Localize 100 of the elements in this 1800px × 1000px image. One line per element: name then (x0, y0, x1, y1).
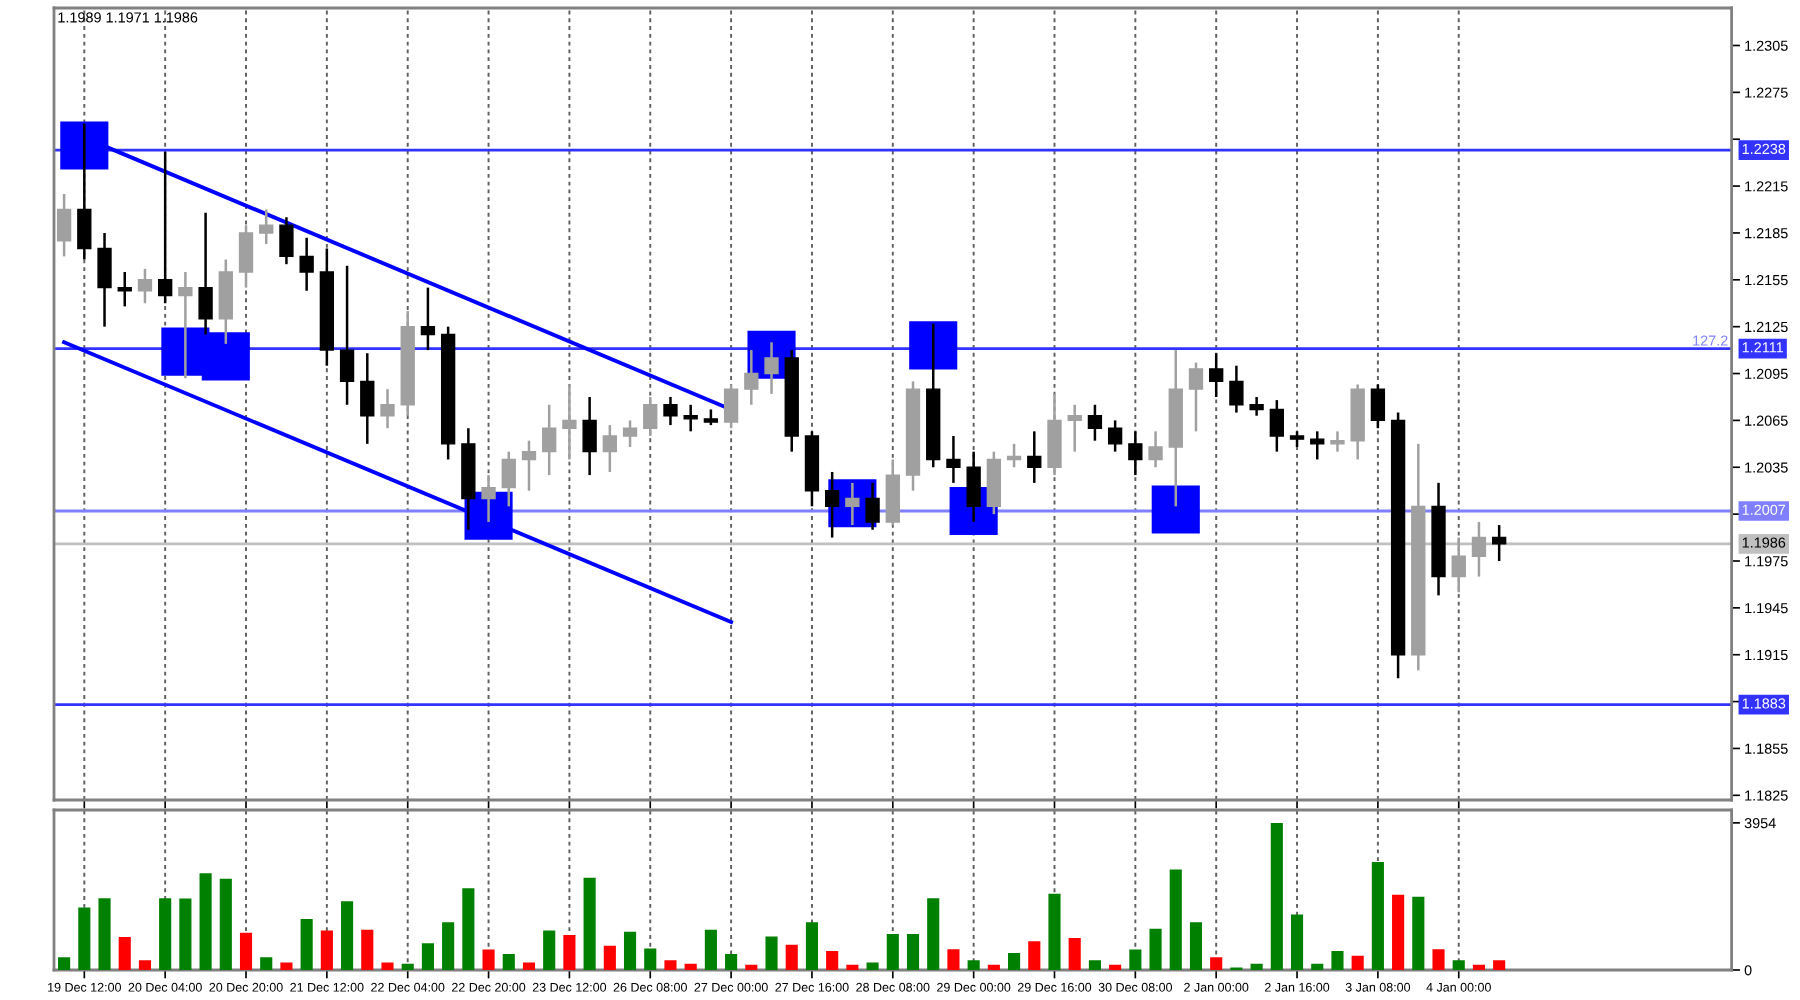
candlestick (279, 216, 294, 266)
candlestick (1188, 361, 1204, 433)
candlestick (1491, 523, 1507, 563)
candlestick (663, 395, 678, 427)
candlestick (97, 231, 112, 328)
bar (1250, 963, 1263, 970)
candlestick (1128, 430, 1143, 477)
bar (341, 901, 354, 970)
candlestick (1310, 430, 1325, 461)
bar (239, 932, 253, 970)
candlestick (501, 450, 516, 508)
bar (138, 960, 152, 970)
candlestick (420, 286, 436, 352)
bar (563, 935, 576, 970)
bar (886, 933, 899, 970)
candlestick (602, 423, 617, 474)
bar (906, 933, 920, 970)
bar (280, 962, 293, 970)
bar (1008, 952, 1021, 970)
bar (603, 945, 616, 970)
bar (927, 898, 940, 970)
bar (1149, 928, 1162, 970)
point (201, 332, 250, 381)
candlestick (137, 267, 153, 305)
candlestick (845, 481, 860, 527)
candlestick (825, 470, 840, 539)
bar (664, 960, 677, 970)
candlestick (259, 208, 274, 246)
candlestick (1249, 395, 1264, 417)
candlestick (764, 341, 779, 396)
candlestick (56, 192, 72, 258)
candlestick (218, 258, 233, 346)
candlestick (643, 395, 658, 438)
candlestick (986, 450, 1002, 516)
bar (1068, 938, 1081, 970)
candlestick (1087, 403, 1103, 442)
bar (623, 931, 637, 970)
candlestick (562, 383, 577, 461)
bar (522, 962, 536, 970)
candlestick (966, 450, 981, 524)
bar (1028, 941, 1041, 970)
bar (1048, 893, 1061, 970)
candlestick (1107, 419, 1123, 453)
candlestick (1209, 351, 1224, 399)
candlestick (77, 122, 92, 261)
bar (199, 873, 212, 970)
bar (482, 949, 495, 970)
candlestick (744, 348, 759, 407)
bar (583, 877, 596, 970)
candlestick (1269, 398, 1284, 453)
candlestick (238, 223, 254, 289)
bar (260, 957, 273, 970)
bar (644, 948, 657, 970)
bar (98, 898, 111, 970)
candlestick (865, 481, 880, 531)
bar (866, 962, 879, 970)
candlestick (723, 383, 739, 430)
bar (1392, 894, 1405, 970)
bar (401, 963, 414, 970)
bar (361, 929, 374, 970)
candlestick (521, 439, 537, 492)
bar (219, 878, 232, 970)
bar (1109, 964, 1122, 970)
candlestick (1229, 364, 1244, 414)
bar (1088, 960, 1101, 970)
bar (1129, 949, 1142, 970)
point (60, 121, 109, 170)
candlestick (339, 264, 355, 407)
candlestick (360, 351, 375, 446)
bar (1452, 960, 1465, 970)
candlestick (1027, 430, 1042, 485)
bar (58, 957, 71, 970)
bar (320, 930, 333, 970)
bar (947, 949, 960, 970)
bar (684, 963, 697, 970)
candlestick (582, 395, 597, 477)
candlestick (1451, 536, 1466, 594)
bar (1270, 823, 1283, 970)
bar (987, 964, 1000, 970)
candlestick (683, 403, 698, 433)
bar (1169, 869, 1182, 970)
candlestick (198, 211, 213, 336)
bar (543, 930, 556, 970)
candlestick (1330, 430, 1345, 453)
bar (1210, 957, 1223, 970)
candlestick (481, 473, 496, 524)
bar (1189, 922, 1203, 970)
bar (300, 919, 313, 970)
candlestick (1370, 383, 1386, 430)
candlestick (622, 419, 638, 449)
bar (381, 962, 394, 970)
bar (725, 954, 738, 970)
bar (805, 922, 819, 970)
bar (442, 922, 455, 970)
candlestick (1471, 520, 1487, 578)
candlestick (1067, 403, 1082, 453)
bar (159, 898, 172, 970)
bar (967, 960, 980, 970)
bar (118, 936, 131, 970)
bar (78, 907, 91, 970)
